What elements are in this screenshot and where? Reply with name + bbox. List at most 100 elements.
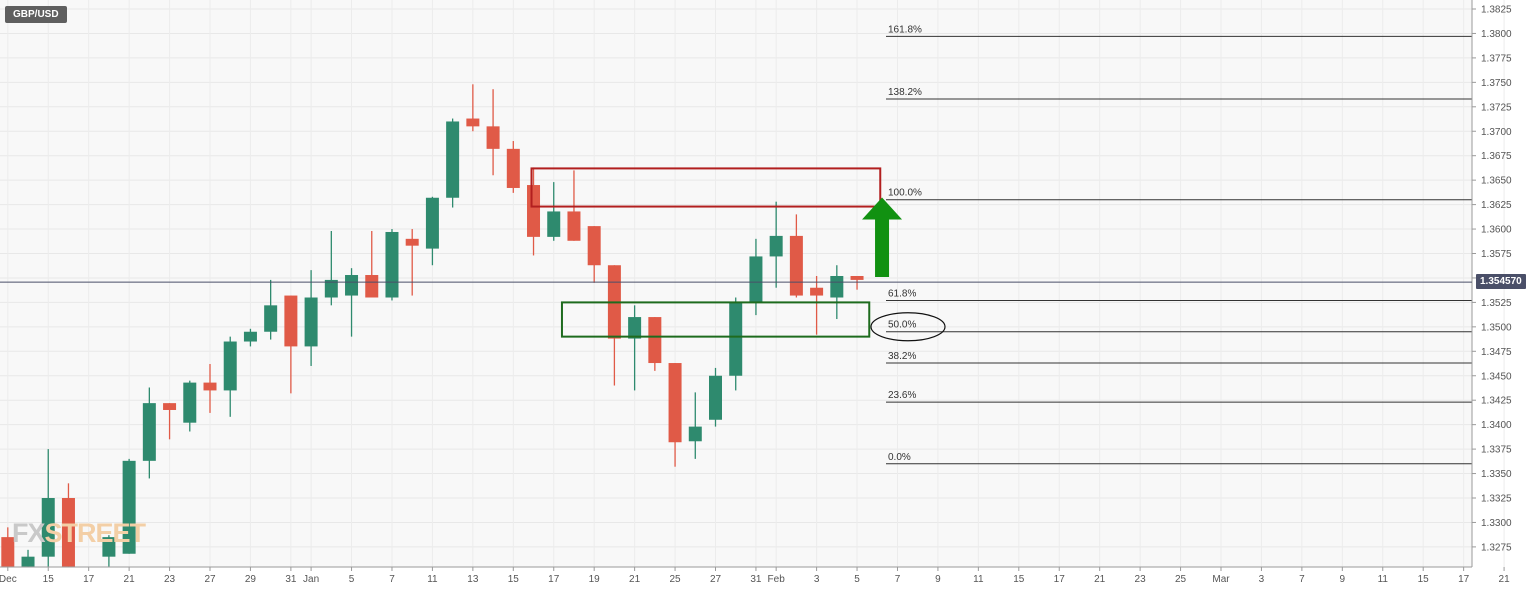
time-tick-label: 7 xyxy=(389,574,395,585)
price-tick-label: 1.3475 xyxy=(1481,347,1512,358)
candle xyxy=(163,403,177,440)
price-tick-label: 1.3750 xyxy=(1481,78,1512,89)
candle xyxy=(385,229,399,301)
time-tick-label: 27 xyxy=(204,574,216,585)
candle-body xyxy=(749,256,763,303)
time-tick-label: 9 xyxy=(1340,574,1346,585)
candle xyxy=(688,392,702,459)
price-tick-label: 1.3825 xyxy=(1481,5,1512,16)
time-tick-label: 11 xyxy=(427,574,438,585)
candle xyxy=(628,305,642,391)
candle-body xyxy=(789,235,803,296)
candle xyxy=(405,229,419,296)
time-tick-label: 17 xyxy=(548,574,560,585)
time-tick-label: 11 xyxy=(973,574,984,585)
candle-body xyxy=(324,279,338,298)
price-tick-label: 1.3425 xyxy=(1481,396,1512,407)
price-tick-label: 1.3650 xyxy=(1481,176,1512,187)
symbol-label: GBP/USD xyxy=(5,6,67,23)
candle-body xyxy=(405,238,419,246)
candle-body xyxy=(223,341,237,391)
candles xyxy=(1,84,864,567)
fib-level-label: 23.6% xyxy=(888,390,916,401)
time-tick-label: 15 xyxy=(43,574,55,585)
time-tick-label: Dec xyxy=(0,574,17,585)
candle xyxy=(850,275,864,290)
price-tick-label: 1.3375 xyxy=(1481,445,1512,456)
candle xyxy=(284,295,298,394)
candle xyxy=(446,118,460,208)
candle xyxy=(223,336,237,417)
bullish-arrow-up xyxy=(862,197,903,278)
candle-body xyxy=(304,297,318,347)
time-tick-label: 17 xyxy=(83,574,95,585)
candle-body xyxy=(648,317,662,364)
candle xyxy=(506,141,520,193)
candle xyxy=(648,317,662,371)
candle-body xyxy=(163,403,177,410)
time-tick-label: 27 xyxy=(710,574,722,585)
time-tick-label: 25 xyxy=(1175,574,1187,585)
candle xyxy=(709,367,722,427)
time-tick-label: 7 xyxy=(1299,574,1305,585)
candle-body xyxy=(830,275,844,298)
price-tick-label: 1.3600 xyxy=(1481,225,1512,236)
fib-level-label: 50.0% xyxy=(888,320,916,331)
candle-body xyxy=(506,148,520,188)
candle xyxy=(547,182,561,241)
time-tick-label: 25 xyxy=(669,574,681,585)
candle xyxy=(264,279,278,340)
plot-background xyxy=(0,0,1472,567)
candle xyxy=(466,84,480,132)
candle-body xyxy=(668,363,682,443)
resistance-zone-box xyxy=(530,167,882,208)
candle-body xyxy=(284,295,298,347)
fib-level-label: 38.2% xyxy=(888,351,916,362)
price-tick-label: 1.3725 xyxy=(1481,102,1512,113)
time-tick-label: Mar xyxy=(1212,574,1230,585)
candle xyxy=(183,380,197,432)
current-price-badge: 1.354570 xyxy=(1476,274,1526,290)
candle-body xyxy=(486,126,500,149)
candle-body xyxy=(446,121,460,198)
candle-body xyxy=(243,331,257,342)
time-tick-label: 21 xyxy=(629,574,641,585)
price-tick-label: 1.3400 xyxy=(1481,420,1512,431)
candle xyxy=(769,201,783,288)
fibonacci-levels: 161.8% 138.2% 100.0% 61.8% 50.0% 38.2% 23.6% 0.… xyxy=(886,24,1472,465)
fib-level-label: 100.0% xyxy=(888,188,922,199)
time-tick-label: 31 xyxy=(750,574,762,585)
candle-body xyxy=(688,426,702,442)
time-tick-label: 23 xyxy=(164,574,176,585)
time-tick-label: 31 xyxy=(285,574,297,585)
candle-body xyxy=(385,231,399,298)
time-tick-label: 3 xyxy=(814,574,820,585)
watermark-logo: FXSTREET xyxy=(12,518,146,548)
candle xyxy=(527,167,541,256)
candle-body xyxy=(850,275,864,280)
candle-body xyxy=(567,211,581,241)
candle-body xyxy=(21,556,35,567)
fib-level-label: 0.0% xyxy=(888,452,911,463)
price-tick-label: 1.3625 xyxy=(1481,200,1512,211)
candle xyxy=(1,527,15,567)
fib-50-circle xyxy=(870,312,946,342)
candle-body xyxy=(466,118,480,127)
candle xyxy=(830,265,844,320)
candle-body xyxy=(769,235,783,257)
candle xyxy=(486,89,500,176)
candle-body xyxy=(122,460,136,554)
candle-body xyxy=(810,287,824,296)
candle-body xyxy=(547,211,561,237)
candle xyxy=(587,226,601,283)
fib-level-label: 161.8% xyxy=(888,24,922,35)
candle-body xyxy=(1,537,15,567)
time-tick-label: 21 xyxy=(1499,574,1511,585)
price-tick-label: 1.3775 xyxy=(1481,53,1512,64)
candle-body xyxy=(264,305,278,332)
candle xyxy=(668,363,682,467)
candle xyxy=(41,449,55,567)
time-tick-label: 17 xyxy=(1458,574,1470,585)
annotations xyxy=(530,167,946,342)
